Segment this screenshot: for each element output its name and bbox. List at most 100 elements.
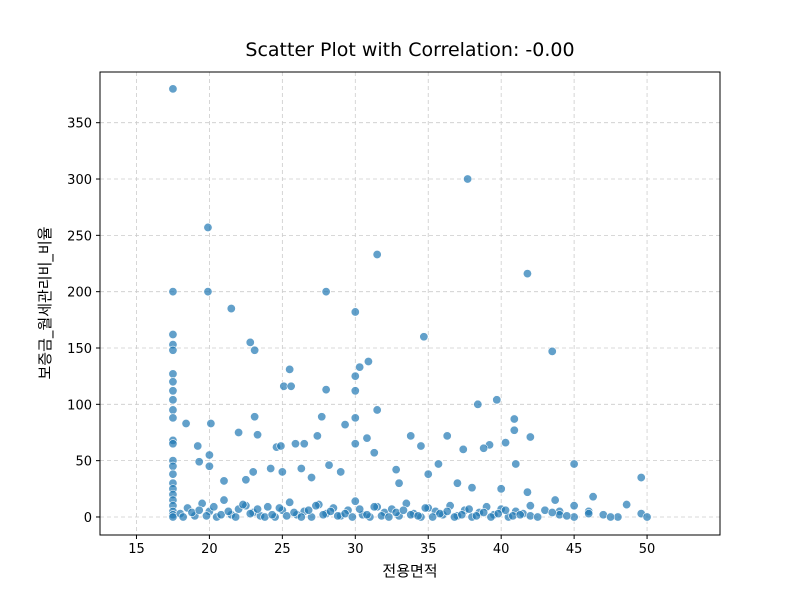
point: [562, 511, 572, 521]
point: [622, 500, 632, 510]
point: [312, 431, 322, 441]
point: [203, 287, 213, 297]
point: [369, 448, 379, 458]
point: [219, 476, 229, 486]
point: [250, 412, 260, 422]
point: [299, 439, 309, 449]
point: [464, 504, 474, 514]
point: [285, 497, 295, 507]
point: [492, 395, 502, 405]
point: [413, 511, 423, 521]
point: [290, 439, 300, 449]
point: [457, 510, 467, 520]
point: [318, 510, 328, 520]
x-tick-label: 40: [493, 542, 510, 557]
point: [486, 512, 496, 522]
point: [193, 441, 203, 451]
point: [277, 467, 287, 477]
point: [509, 414, 519, 424]
point: [340, 509, 350, 519]
point: [419, 332, 429, 342]
point: [350, 371, 360, 381]
point: [168, 329, 178, 339]
point: [286, 381, 296, 391]
y-tick-label: 250: [67, 229, 92, 244]
point: [467, 483, 477, 493]
x-axis-label: 전용면적: [382, 562, 437, 580]
point: [522, 487, 532, 497]
point: [452, 478, 462, 488]
point: [362, 510, 372, 520]
point: [253, 430, 263, 440]
point: [168, 461, 178, 471]
point: [321, 287, 331, 297]
point: [226, 304, 236, 314]
point: [168, 405, 178, 415]
point: [350, 439, 360, 449]
point: [317, 412, 327, 422]
y-tick-label: 350: [67, 117, 92, 132]
point: [253, 504, 263, 514]
point: [168, 345, 178, 355]
point: [473, 399, 483, 409]
point: [219, 495, 229, 505]
point: [463, 174, 473, 184]
point: [442, 431, 452, 441]
point: [168, 512, 178, 522]
point: [209, 502, 219, 512]
point: [168, 287, 178, 297]
point: [263, 502, 273, 512]
point: [569, 459, 579, 469]
point: [204, 450, 214, 460]
point: [168, 439, 178, 449]
point: [501, 505, 511, 515]
point: [289, 507, 299, 517]
point: [231, 512, 241, 522]
point: [204, 461, 214, 471]
point: [416, 441, 426, 451]
point: [285, 364, 295, 374]
point: [362, 433, 372, 443]
point: [245, 337, 255, 347]
point: [496, 484, 506, 494]
point: [442, 506, 452, 516]
point: [350, 307, 360, 317]
x-tick-label: 45: [566, 542, 583, 557]
point: [311, 501, 321, 511]
y-tick-label: 150: [67, 342, 92, 357]
point: [178, 512, 188, 522]
point: [350, 496, 360, 506]
point: [458, 444, 468, 454]
point: [325, 506, 335, 516]
point: [168, 395, 178, 405]
y-axis-label: 보증금_월세관리비_비율: [36, 226, 55, 379]
y-tick-label: 300: [67, 173, 92, 188]
point: [394, 478, 404, 488]
chart-title: Scatter Plot with Correlation: -0.00: [245, 39, 574, 61]
point: [433, 459, 443, 469]
point: [216, 510, 226, 520]
point: [420, 503, 430, 513]
point: [201, 511, 211, 521]
point: [347, 512, 357, 522]
point: [471, 511, 481, 521]
point: [569, 501, 579, 511]
point: [181, 418, 191, 428]
point: [168, 413, 178, 423]
point: [533, 512, 543, 522]
x-tick-label: 30: [347, 542, 364, 557]
point: [282, 511, 292, 521]
y-tick-label: 0: [84, 511, 92, 526]
point: [266, 464, 276, 474]
point: [304, 505, 314, 515]
x-tick-label: 25: [274, 542, 291, 557]
point: [340, 420, 350, 430]
point: [350, 386, 360, 396]
point: [588, 492, 598, 502]
point: [369, 502, 379, 512]
point: [267, 510, 277, 520]
y-tick-label: 100: [67, 398, 92, 413]
point: [636, 473, 646, 483]
